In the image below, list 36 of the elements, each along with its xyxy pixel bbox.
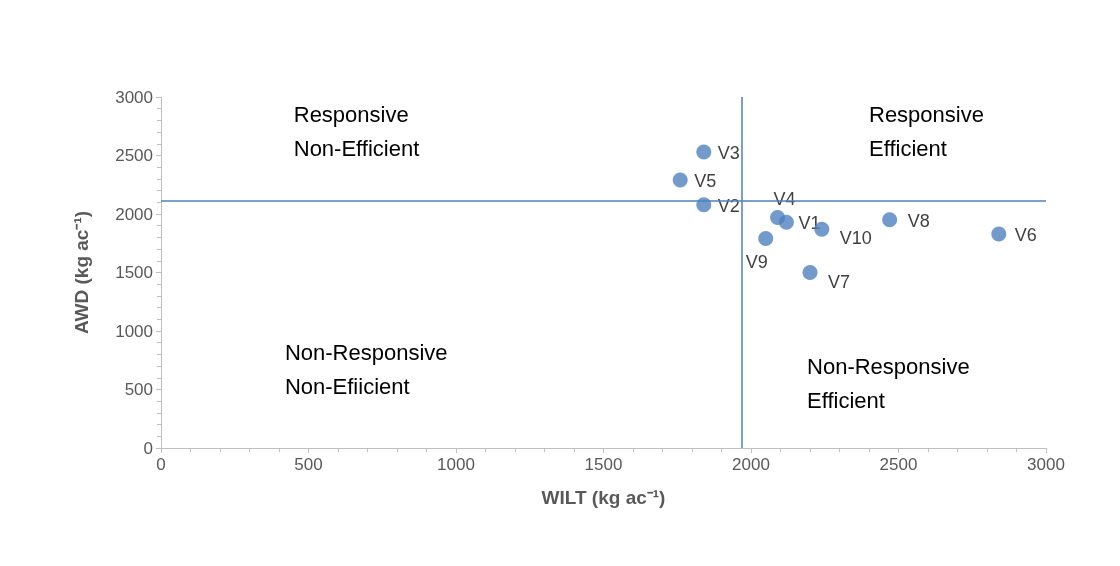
y-tick-label: 1500 [115,263,153,282]
annotation: V8 [907,210,930,231]
y-tick-label: 2000 [115,204,153,224]
x-tick-label: 0 [156,455,166,474]
point [758,231,774,247]
x-tick-label: 500 [294,455,323,474]
y-tick-label: 500 [124,380,153,399]
x-tick-label: 3000 [1027,455,1065,474]
x-tick-label: 2000 [732,455,770,474]
annotation: V7 [828,271,851,292]
annotation: V2 [717,195,740,216]
annotation: Non-Responsive Efficient [807,354,970,414]
x-tick-label: 2500 [879,455,918,474]
point [802,265,818,280]
annotation: V3 [717,142,740,163]
x-tick-label: 1500 [584,455,623,474]
point [991,226,1007,242]
annotation: V5 [694,171,717,192]
point [672,172,688,188]
y-tick-label: 2500 [115,146,153,165]
annotation: Non-Responsive Non-Efiicient [284,340,448,400]
y-tick-label: 0 [143,438,153,458]
y-tick-label: 1000 [115,321,153,341]
y-axis-title: AWD (kg ac⁻¹) [71,210,92,335]
annotation: V6 [1014,224,1037,245]
point [882,212,898,228]
annotation: V9 [745,251,768,272]
x-axis-title: WILT (kg ac⁻¹) [541,487,666,508]
point [770,210,786,226]
annotation: V10 [839,228,872,249]
x-tick-label: 1000 [437,455,475,474]
annotation: V1 [798,213,821,234]
y-tick-label: 3000 [115,87,153,107]
annotation: Responsive Efficient [869,101,984,161]
point [696,144,712,160]
annotation: Responsive Non-Efficient [293,101,420,161]
